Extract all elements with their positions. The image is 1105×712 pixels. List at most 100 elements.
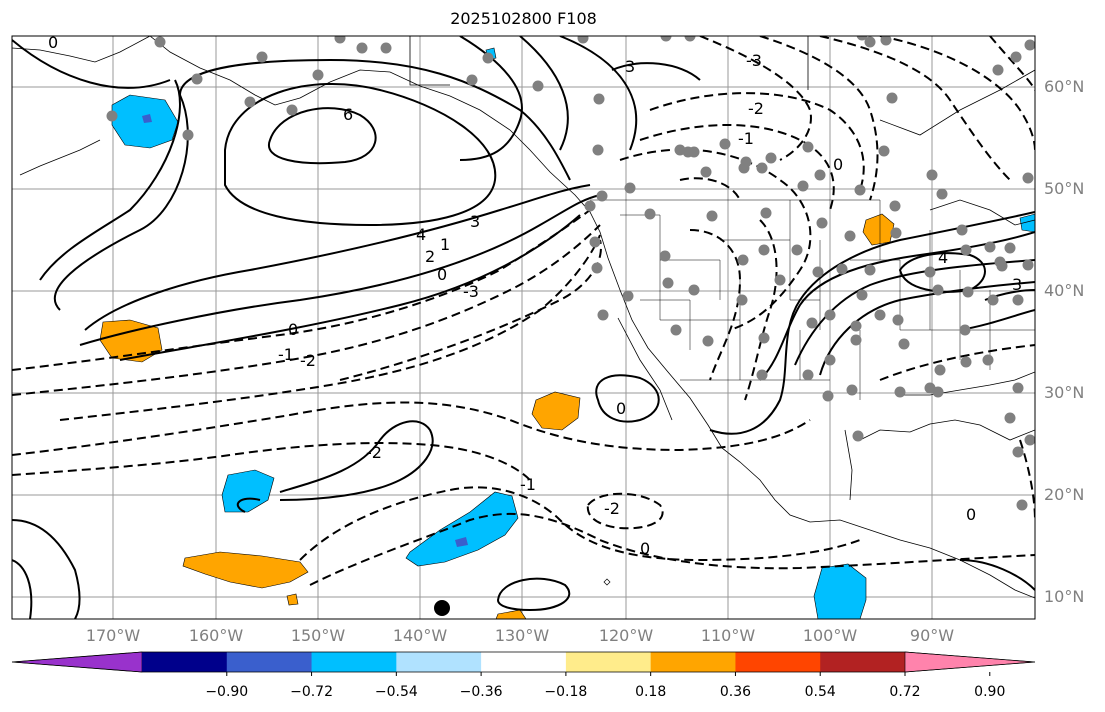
dashed-contours (12, 36, 1035, 586)
map-frame (11, 35, 1036, 620)
station-dot (684, 36, 696, 42)
longitude-label: 120°W (598, 626, 654, 645)
station-dot (624, 182, 636, 194)
station-dot (956, 224, 968, 236)
colorbar-tick-label: 0.90 (974, 684, 1006, 700)
station-dot (774, 274, 786, 286)
station-dot (737, 254, 749, 266)
colorbar-tick-label: 0.36 (719, 684, 752, 700)
station-dot (824, 309, 836, 321)
station-dot (593, 93, 605, 105)
station-dot (659, 250, 671, 262)
station-dot (706, 210, 718, 222)
station-dot (1004, 242, 1016, 254)
contour-label: 0 (616, 399, 626, 418)
colorbar-tick-label: 0.72 (889, 684, 921, 700)
station-dot (765, 152, 777, 164)
station-dot (1012, 382, 1024, 394)
positive-anomaly-area (495, 609, 527, 619)
contour-label: 2 (425, 247, 435, 266)
contour-label: 3 (470, 212, 480, 231)
station-dot (934, 364, 946, 376)
colorbar-outline (11, 651, 1036, 673)
station-dot (591, 262, 603, 274)
station-dot (856, 289, 868, 301)
station-dot (1024, 39, 1035, 51)
station-dot (256, 51, 268, 63)
station-dot (1012, 294, 1024, 306)
colorbar-tick-label: −0.54 (374, 684, 418, 700)
station-dot (758, 244, 770, 256)
latitude-label: 50°N (1044, 179, 1085, 198)
longitude-label: 130°W (494, 626, 550, 645)
station-dot (622, 290, 634, 302)
station-dot (702, 335, 714, 347)
contour-label: -2 (748, 99, 764, 118)
longitude-label: 110°W (700, 626, 756, 645)
contour-label: -3 (746, 51, 762, 70)
station-dot (886, 92, 898, 104)
station-dot (824, 354, 836, 366)
station-dot (660, 36, 672, 42)
station-dot (802, 141, 814, 153)
colorbar-tick-label: 0.54 (804, 684, 836, 700)
station-dot (854, 184, 866, 196)
station-dot (592, 144, 604, 156)
contour-label: 0 (966, 505, 976, 524)
contour-label: 0 (833, 155, 843, 174)
colorbar-segment (735, 652, 821, 672)
station-dot (878, 145, 890, 157)
colorbar-extend-high (904, 651, 1036, 673)
station-dot (994, 256, 1006, 268)
station-dot (846, 384, 858, 396)
positive-anomaly-area (286, 593, 299, 606)
station-dot (850, 320, 862, 332)
station-dot (758, 332, 770, 344)
station-dot (584, 200, 596, 212)
colorbar-tick-label: 0.18 (635, 684, 667, 700)
station-dot (836, 263, 848, 275)
contour-label: 6 (343, 105, 353, 124)
station-dot (924, 266, 936, 278)
contour-label: 0 (48, 33, 58, 52)
station-dot (960, 244, 972, 256)
station-dot (154, 36, 166, 48)
station-dot (688, 284, 700, 296)
station-dot (864, 264, 876, 276)
station-dot (106, 110, 118, 122)
colorbar-extend-low (11, 651, 143, 673)
station-dot (1012, 446, 1024, 458)
station-dot (890, 227, 902, 239)
station-dot (760, 207, 772, 219)
negative-anomaly-area (221, 469, 275, 513)
colorbar-segment (650, 652, 736, 672)
station-dot (1010, 51, 1022, 63)
longitude-label: 150°W (290, 626, 346, 645)
station-dot (482, 52, 494, 64)
station-dot (532, 80, 544, 92)
contour-label: 3 (1012, 275, 1022, 294)
colorbar-segment (226, 652, 313, 672)
station-dot (719, 138, 731, 150)
contour-label: 4 (416, 225, 426, 244)
station-dot (894, 386, 906, 398)
station-dot (597, 309, 609, 321)
map-title: 2025102800 F108 (450, 9, 597, 28)
contour-label: -2 (366, 443, 382, 462)
station-dot (700, 166, 712, 178)
station-dot (756, 369, 768, 381)
colorbar-segment (481, 652, 567, 672)
negative-anomaly-area (813, 563, 867, 619)
colorbar-segment (142, 652, 228, 672)
station-dot (852, 430, 864, 442)
latitude-label: 40°N (1044, 281, 1085, 300)
contour-label: -2 (300, 351, 316, 370)
station-dot (987, 294, 999, 306)
station-dot (959, 324, 971, 336)
coastlines (12, 36, 1035, 599)
station-dot (880, 36, 892, 46)
colorbar-segment (396, 652, 482, 672)
station-dot (1022, 259, 1034, 271)
contour-label: 4 (938, 248, 948, 267)
